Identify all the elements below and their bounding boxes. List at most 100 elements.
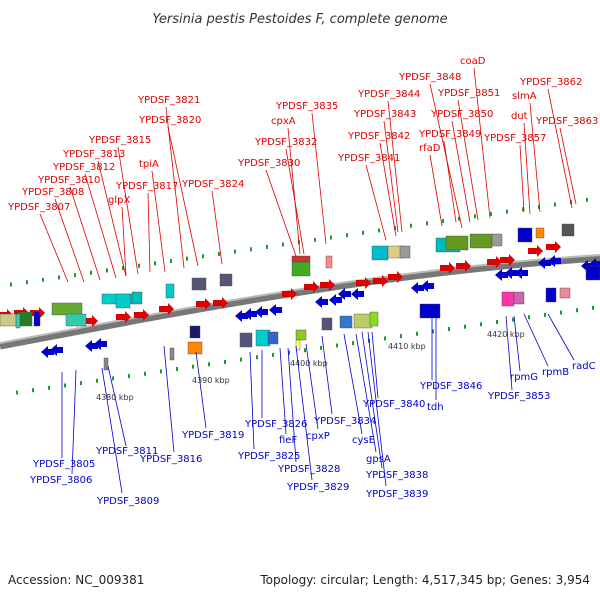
forward-label-leader <box>451 120 471 223</box>
reverse-gene-arrow <box>255 306 268 318</box>
gene-features <box>0 223 600 371</box>
reverse-label-leader <box>107 365 127 447</box>
gene-block <box>291 261 311 277</box>
reverse-label-leader <box>249 351 255 450</box>
track-dot <box>384 336 386 341</box>
tick-dots <box>10 197 594 395</box>
gene-block <box>353 313 373 329</box>
track-dot <box>330 235 332 240</box>
forward-label-leader <box>211 190 223 265</box>
reverse-label-leader <box>361 331 383 469</box>
gene-block <box>295 339 301 351</box>
gene-label: YPDSF_3812 <box>52 162 115 173</box>
track-dot <box>32 388 34 393</box>
track-dot <box>224 359 226 364</box>
track-dot <box>218 251 220 256</box>
forward-gene-arrow <box>320 279 335 291</box>
reverse-label-leader <box>163 345 175 453</box>
gene-label: tpiA <box>139 159 159 170</box>
track-dot <box>538 204 540 209</box>
forward-gene-arrow <box>546 241 561 253</box>
gene-label: YPDSF_3863 <box>535 116 598 127</box>
gene-block <box>187 341 203 355</box>
track-dot <box>528 315 530 320</box>
track-dot <box>240 357 242 362</box>
track-dot <box>480 322 482 327</box>
forward-gene-arrow <box>500 254 515 266</box>
track-dot <box>234 249 236 254</box>
reverse-gene-arrow <box>515 267 528 279</box>
gene-label: YPDSF_3811 <box>95 446 158 457</box>
gene-label: fieF <box>279 435 297 446</box>
gene-label: tdh <box>427 402 444 413</box>
track-dot <box>122 266 124 271</box>
track-dot <box>426 221 428 226</box>
gene-block <box>0 313 17 327</box>
track-dot <box>10 282 12 287</box>
forward-label-leader <box>165 106 185 269</box>
gene-label: YPDSF_3819 <box>181 430 244 441</box>
forward-gene-arrow <box>356 277 371 289</box>
forward-gene-arrow <box>528 245 543 257</box>
track-dot <box>464 324 466 329</box>
gene-label: cysE <box>352 435 375 446</box>
reverse-label-leader <box>279 347 287 435</box>
track-dot <box>474 214 476 219</box>
track-dot <box>138 263 140 268</box>
genome-summary-text: Topology: circular; Length: 4,517,345 bp… <box>260 573 590 587</box>
gene-label: YPDSF_3826 <box>244 419 307 430</box>
gene-label: YPDSF_3816 <box>139 454 202 465</box>
track-dot <box>154 261 156 266</box>
gene-label: YPDSF_3841 <box>337 153 400 164</box>
gene-block <box>165 283 175 299</box>
gene-block <box>445 235 469 251</box>
gene-block <box>189 325 201 339</box>
reverse-label-leader <box>287 347 297 463</box>
track-dot <box>544 312 546 317</box>
gene-label: YPDSF_3829 <box>286 482 349 493</box>
reverse-gene-arrow <box>351 288 364 300</box>
track-dot <box>416 331 418 336</box>
gene-label: YPDSF_3808 <box>21 187 84 198</box>
track-dot <box>192 364 194 369</box>
forward-label-leader <box>54 198 85 283</box>
track-dot <box>288 350 290 355</box>
forward-label-leader <box>69 186 101 281</box>
track-dot <box>186 256 188 261</box>
gene-block <box>295 329 307 341</box>
track-dot <box>176 367 178 372</box>
reverse-gene-arrow <box>50 344 63 356</box>
track-dot <box>442 219 444 224</box>
gene-block <box>559 287 571 299</box>
gene-block <box>517 227 533 243</box>
forward-label-leader <box>429 154 443 227</box>
forward-label-leader <box>365 164 387 241</box>
gene-label: YPDSF_3835 <box>275 101 338 112</box>
gene-label: rpmG <box>510 372 538 383</box>
reverse-gene-arrow <box>548 255 561 267</box>
gene-label: YPDSF_3862 <box>519 77 582 88</box>
forward-label-leader <box>39 213 69 283</box>
track-dot <box>208 362 210 367</box>
track-dot <box>352 341 354 346</box>
track-dot <box>250 247 252 252</box>
gene-block <box>15 313 21 329</box>
forward-label-leader <box>523 122 531 215</box>
track-dot <box>304 348 306 353</box>
forward-gene-arrow <box>487 256 502 268</box>
track-dot <box>96 378 98 383</box>
track-dot <box>576 308 578 313</box>
reverse-gene-arrow <box>505 267 518 279</box>
reverse-label-leader <box>513 315 521 372</box>
gene-block <box>399 245 411 259</box>
gene-block <box>371 245 389 261</box>
gene-label: YPDSF_3805 <box>32 459 95 470</box>
track-dot <box>144 371 146 376</box>
forward-label-leader <box>473 67 491 219</box>
forward-label-leader <box>147 192 151 273</box>
reverse-gene-arrow <box>94 338 107 350</box>
tick-label: 4420 kbp <box>487 330 525 339</box>
gene-block <box>65 313 87 327</box>
track-dot <box>336 343 338 348</box>
gene-block <box>491 233 503 247</box>
